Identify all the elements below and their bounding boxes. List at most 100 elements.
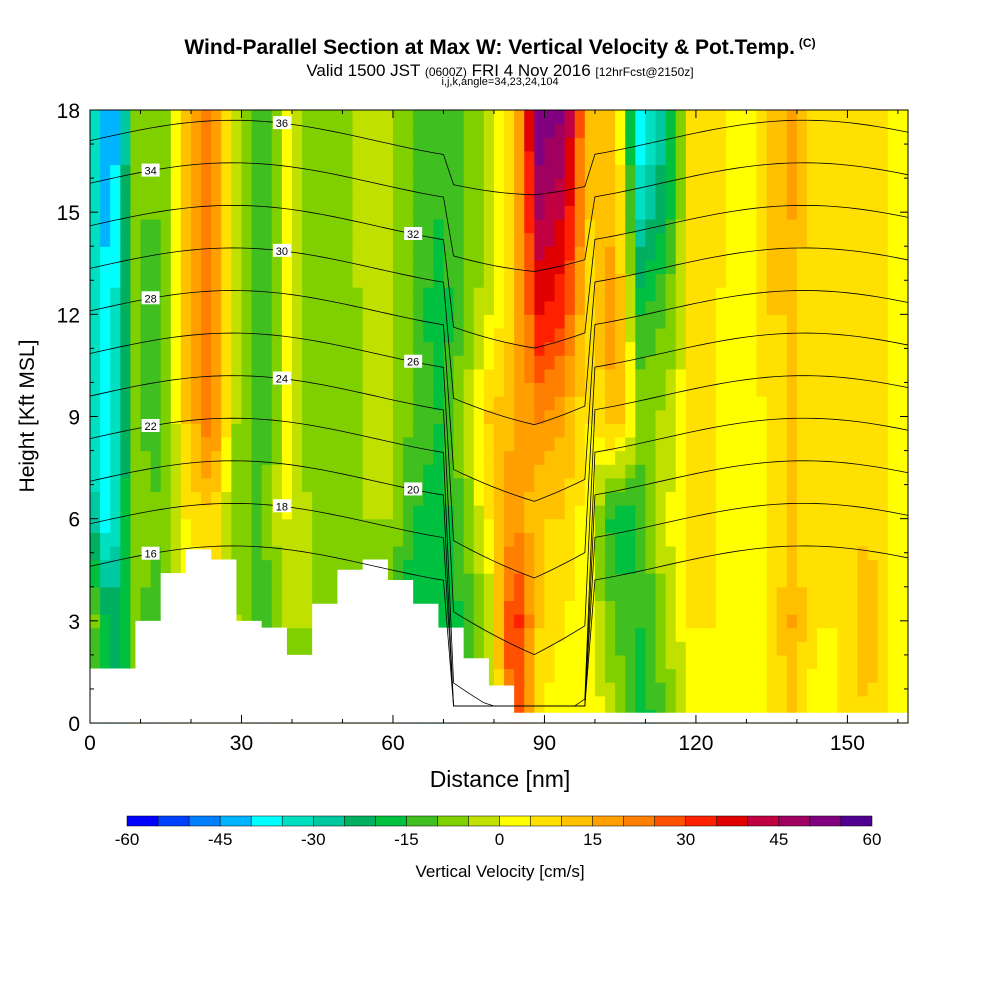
w-cell [251, 178, 263, 193]
theta-label-bg [272, 116, 291, 130]
w-cell [716, 150, 727, 166]
w-cell [342, 273, 354, 288]
w-cell [332, 164, 344, 179]
w-cell [877, 368, 889, 384]
w-cell [473, 150, 485, 166]
w-cell [413, 423, 424, 438]
w-cell [392, 491, 404, 506]
w-cell [433, 205, 445, 220]
w-cell [817, 436, 828, 452]
w-cell [706, 232, 717, 247]
w-cell [342, 259, 354, 275]
w-cell [413, 123, 424, 138]
w-cell [463, 191, 475, 206]
colorbar-tick-label: -15 [394, 830, 419, 849]
w-cell [150, 232, 162, 247]
w-cell [584, 491, 596, 506]
w-cell [413, 137, 424, 152]
w-cell [140, 368, 152, 384]
w-cell [564, 477, 576, 493]
w-cell [645, 600, 657, 615]
w-cell [130, 164, 142, 179]
w-cell [453, 150, 465, 166]
w-cell [90, 327, 101, 343]
w-cell [655, 259, 667, 275]
w-cell [746, 464, 758, 479]
w-cell [756, 477, 768, 493]
w-cell [403, 368, 414, 384]
w-cell [524, 137, 535, 152]
w-cell [887, 695, 899, 710]
w-cell [837, 191, 849, 206]
w-cell [877, 559, 889, 574]
w-cell [201, 246, 212, 261]
w-cell [110, 586, 121, 601]
w-cell [423, 300, 434, 315]
w-cell [544, 232, 556, 247]
w-cell [241, 341, 253, 356]
w-cell [736, 368, 748, 384]
chart-title-text: Wind-Parallel Section at Max W: Vertical… [184, 36, 795, 59]
w-cell [241, 436, 253, 452]
w-cell [302, 532, 313, 547]
w-cell [584, 464, 596, 479]
w-cell [726, 668, 737, 683]
w-cell [776, 355, 788, 370]
w-cell [645, 273, 657, 288]
w-cell [726, 600, 737, 615]
w-cell [392, 382, 404, 397]
w-cell [312, 518, 323, 533]
w-cell [453, 505, 465, 520]
w-cell [150, 191, 162, 206]
w-cell [271, 532, 283, 547]
w-cell [867, 668, 879, 683]
w-cell [423, 287, 434, 302]
w-cell [261, 218, 273, 234]
w-cell [514, 491, 525, 506]
w-cell [635, 505, 647, 520]
w-cell [564, 641, 576, 656]
w-cell [271, 259, 283, 275]
w-cell [160, 491, 172, 506]
w-cell [483, 627, 495, 642]
w-cell [261, 368, 273, 384]
w-cell [857, 641, 869, 656]
w-cell [251, 464, 263, 479]
w-cell [473, 573, 485, 588]
w-cell [655, 191, 667, 206]
w-cell [514, 368, 525, 384]
w-cell [857, 246, 869, 261]
w-cell [776, 573, 788, 588]
w-cell [706, 259, 717, 275]
w-cell [130, 586, 142, 601]
w-cell [271, 300, 283, 315]
w-cell [261, 137, 273, 152]
w-cell [443, 246, 455, 261]
w-cell [665, 477, 677, 493]
w-cell [867, 110, 879, 125]
w-cell [554, 355, 566, 370]
w-cell [685, 545, 697, 561]
w-cell [887, 259, 899, 275]
w-cell [291, 423, 303, 438]
w-cell [877, 191, 889, 206]
w-cell [302, 573, 313, 588]
w-cell [736, 396, 748, 411]
w-cell [605, 491, 616, 506]
w-cell [534, 164, 546, 179]
w-cell [746, 287, 758, 302]
w-cell [827, 477, 838, 493]
w-cell [817, 423, 828, 438]
w-cell [867, 314, 879, 329]
w-cell [473, 559, 485, 574]
w-cell [190, 232, 202, 247]
w-cell [453, 355, 465, 370]
w-cell [594, 314, 606, 329]
w-cell [100, 423, 111, 438]
w-cell [655, 627, 667, 642]
w-cell [291, 246, 303, 261]
w-cell [584, 110, 596, 125]
w-cell [645, 450, 657, 465]
w-cell [716, 232, 727, 247]
colorbar-swatch [592, 815, 624, 827]
